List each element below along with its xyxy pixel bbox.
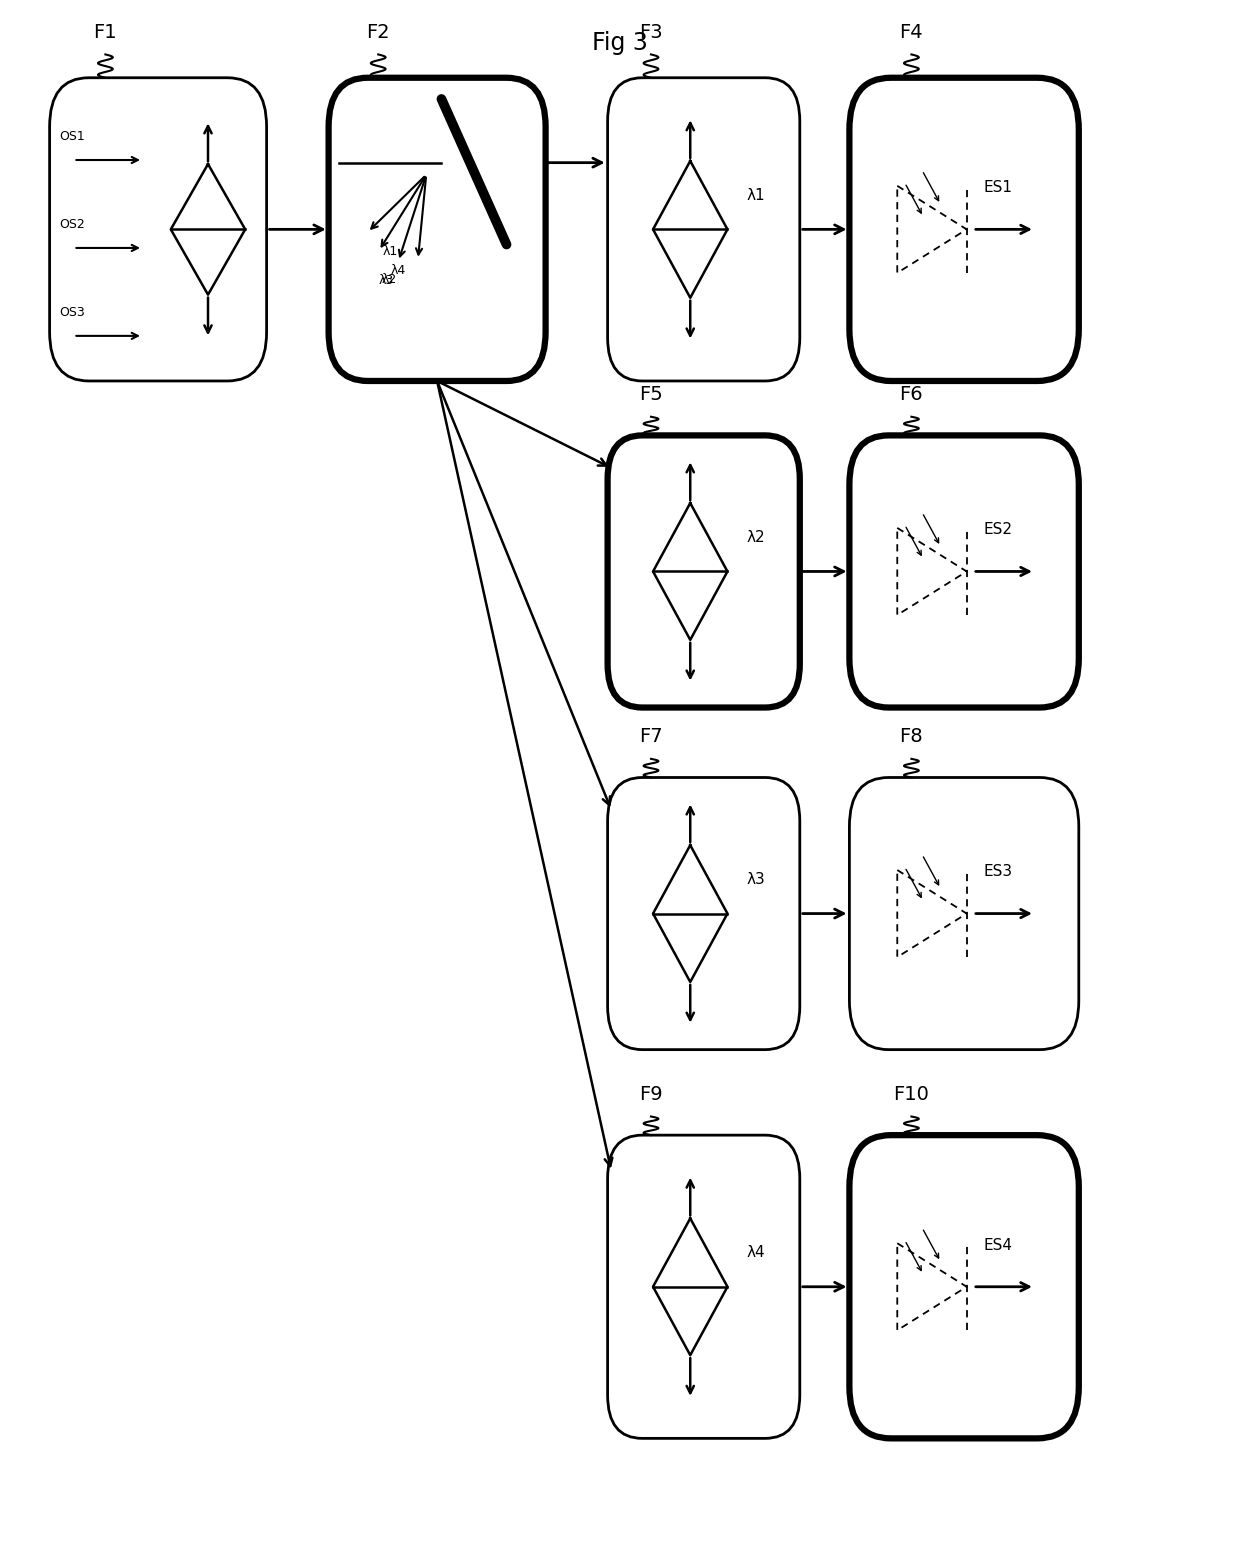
Text: λ2: λ2	[746, 530, 765, 544]
FancyBboxPatch shape	[849, 778, 1079, 1050]
Text: ES2: ES2	[983, 522, 1012, 536]
Text: F10: F10	[894, 1085, 929, 1104]
Text: F4: F4	[899, 23, 924, 42]
FancyBboxPatch shape	[50, 78, 267, 381]
Text: F9: F9	[639, 1085, 663, 1104]
FancyBboxPatch shape	[849, 1135, 1079, 1438]
Text: F2: F2	[366, 23, 391, 42]
Text: λ2: λ2	[382, 272, 397, 286]
FancyBboxPatch shape	[849, 435, 1079, 708]
Text: ES4: ES4	[983, 1238, 1012, 1253]
Text: F1: F1	[93, 23, 118, 42]
Text: OS1: OS1	[60, 131, 86, 143]
FancyBboxPatch shape	[849, 78, 1079, 381]
Text: F8: F8	[899, 728, 924, 746]
Text: λ3: λ3	[378, 274, 394, 286]
Text: ES1: ES1	[983, 180, 1012, 194]
Text: λ1: λ1	[746, 188, 765, 202]
Text: F5: F5	[639, 386, 663, 404]
FancyBboxPatch shape	[608, 778, 800, 1050]
Text: F6: F6	[899, 386, 924, 404]
Text: OS2: OS2	[60, 218, 86, 232]
Text: Fig 3: Fig 3	[591, 31, 649, 54]
FancyBboxPatch shape	[608, 78, 800, 381]
Text: F7: F7	[639, 728, 663, 746]
Text: λ1: λ1	[382, 244, 398, 258]
Text: ES3: ES3	[983, 865, 1012, 879]
FancyBboxPatch shape	[329, 78, 546, 381]
Text: λ4: λ4	[746, 1246, 765, 1260]
FancyBboxPatch shape	[608, 1135, 800, 1438]
FancyBboxPatch shape	[608, 435, 800, 708]
Text: F3: F3	[639, 23, 663, 42]
Text: λ3: λ3	[746, 872, 765, 886]
Text: λ4: λ4	[391, 264, 405, 277]
Text: OS3: OS3	[60, 306, 86, 319]
